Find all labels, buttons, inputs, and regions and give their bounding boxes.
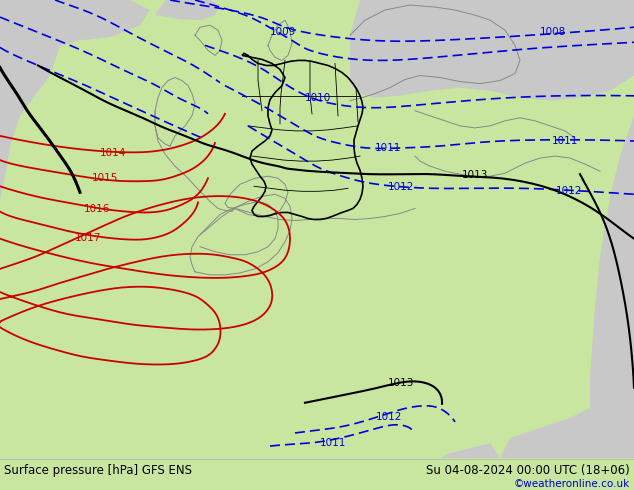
Polygon shape bbox=[350, 0, 634, 100]
Text: Surface pressure [hPa] GFS ENS: Surface pressure [hPa] GFS ENS bbox=[4, 464, 192, 477]
Text: 1011: 1011 bbox=[375, 143, 401, 153]
Text: 1013: 1013 bbox=[388, 378, 415, 388]
Text: 1010: 1010 bbox=[305, 93, 331, 103]
Text: 1015: 1015 bbox=[92, 173, 119, 183]
Polygon shape bbox=[440, 443, 500, 458]
Text: 1016: 1016 bbox=[84, 204, 110, 215]
Text: Su 04-08-2024 00:00 UTC (18+06): Su 04-08-2024 00:00 UTC (18+06) bbox=[426, 464, 630, 477]
Text: 1011: 1011 bbox=[552, 136, 578, 146]
Text: 1012: 1012 bbox=[388, 182, 415, 192]
Polygon shape bbox=[590, 116, 634, 458]
Polygon shape bbox=[500, 408, 590, 458]
Text: 1013: 1013 bbox=[462, 170, 488, 180]
Text: 1012: 1012 bbox=[376, 412, 403, 422]
Text: 1008: 1008 bbox=[540, 27, 566, 37]
Text: ©weatheronline.co.uk: ©weatheronline.co.uk bbox=[514, 479, 630, 489]
Text: 1014: 1014 bbox=[100, 148, 126, 158]
Polygon shape bbox=[0, 0, 60, 458]
Text: 1009: 1009 bbox=[270, 27, 296, 37]
Text: 1017: 1017 bbox=[75, 233, 101, 243]
Polygon shape bbox=[0, 0, 150, 66]
Text: 1011: 1011 bbox=[320, 438, 346, 448]
Polygon shape bbox=[155, 0, 220, 20]
Text: 1012: 1012 bbox=[556, 186, 583, 196]
